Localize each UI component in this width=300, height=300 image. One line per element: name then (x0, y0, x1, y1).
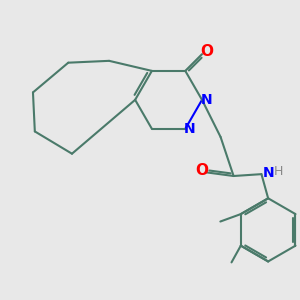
Text: O: O (195, 163, 208, 178)
Text: N: N (262, 166, 274, 180)
Text: N: N (184, 122, 196, 136)
Text: H: H (274, 165, 283, 178)
Text: O: O (200, 44, 213, 59)
Text: N: N (201, 93, 212, 107)
